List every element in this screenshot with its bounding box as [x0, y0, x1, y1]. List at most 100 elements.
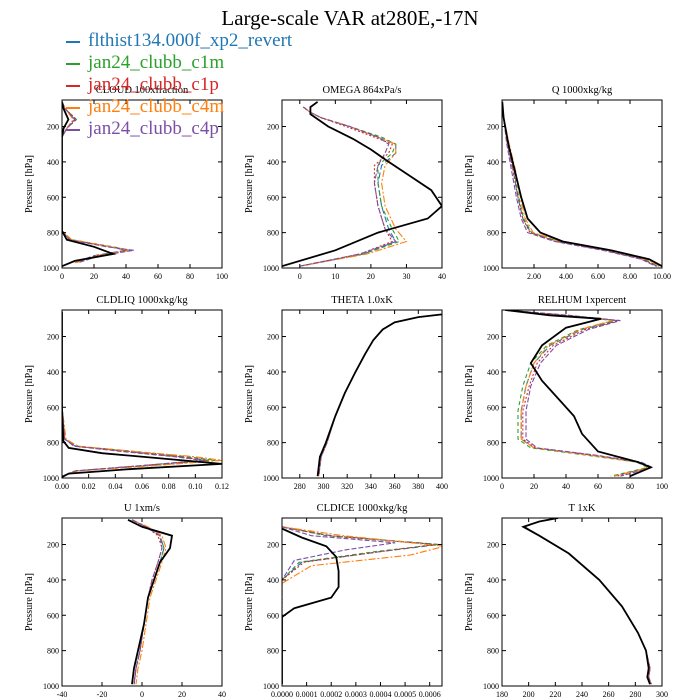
x-tick-label: 260 [603, 690, 615, 699]
series-line [316, 313, 442, 477]
plot-frame [61, 99, 223, 269]
subplot-title: Q 1000xkg/kg [552, 85, 613, 96]
series-line [502, 101, 656, 267]
x-tick-label: 0.04 [108, 482, 122, 491]
x-tick-label: 60 [154, 272, 162, 281]
subplot-title: THETA 1.0xK [331, 295, 393, 306]
y-tick-label: 600 [267, 611, 279, 620]
legend-swatch [66, 128, 80, 131]
series-line [318, 313, 442, 477]
y-tick-label: 200 [267, 123, 279, 132]
x-tick-label: 0 [298, 272, 302, 281]
series-line [318, 313, 442, 477]
y-tick-label: 200 [47, 333, 59, 342]
x-tick-label: 10.00 [653, 272, 671, 281]
legend-swatch [66, 84, 80, 87]
x-tick-label: 340 [365, 482, 377, 491]
y-tick-label: 800 [267, 647, 279, 656]
plot-frame [501, 309, 663, 479]
legend-item: jan24_clubb_c1p [66, 74, 292, 96]
y-tick-label: 800 [47, 439, 59, 448]
x-tick-label: 0.0004 [369, 690, 391, 699]
subplot: THETA 1.0xK Pressure [hPa] 200 400 600 800 100… [244, 295, 448, 491]
x-tick-label: 0.02 [82, 482, 96, 491]
x-tick-label: 30 [402, 272, 410, 281]
y-tick-label: 1000 [483, 264, 499, 273]
legend: flthist134.000f_xp2_revert jan24_clubb_c… [66, 30, 292, 140]
plot-frame [501, 517, 663, 687]
y-tick-label: 800 [267, 229, 279, 238]
x-tick-label: 40 [218, 690, 226, 699]
y-tick-label: 200 [267, 541, 279, 550]
x-tick-label: 4.00 [559, 272, 573, 281]
legend-label: jan24_clubb_c4m [88, 96, 225, 117]
x-tick-label: 0 [500, 482, 504, 491]
y-tick-label: 600 [487, 611, 499, 620]
series-line [62, 101, 128, 264]
y-axis-label: Pressure [hPa] [244, 155, 255, 213]
y-tick-label: 400 [267, 576, 279, 585]
legend-item: jan24_clubb_c4m [66, 96, 292, 118]
series-line [62, 101, 131, 264]
x-tick-label: 0 [60, 272, 64, 281]
x-tick-label: 380 [412, 482, 424, 491]
y-tick-label: 600 [47, 193, 59, 202]
x-tick-label: 20 [178, 690, 186, 699]
subplot-title: RELHUM 1xpercent [538, 295, 626, 306]
x-tick-label: 20 [530, 482, 538, 491]
y-tick-label: 600 [487, 403, 499, 412]
series-line [131, 519, 163, 685]
x-tick-label: 320 [341, 482, 353, 491]
y-tick-label: 1000 [483, 474, 499, 483]
y-tick-label: 400 [487, 368, 499, 377]
series-line [62, 101, 117, 268]
x-tick-label: 0.10 [188, 482, 202, 491]
series-line [523, 518, 652, 685]
y-tick-label: 200 [267, 333, 279, 342]
series-line [62, 101, 130, 264]
x-tick-label: 6.00 [591, 272, 605, 281]
x-tick-label: 40 [562, 482, 570, 491]
y-tick-label: 800 [267, 439, 279, 448]
y-tick-label: 400 [487, 158, 499, 167]
y-tick-label: 800 [47, 647, 59, 656]
y-tick-label: 600 [267, 193, 279, 202]
legend-label: flthist134.000f_xp2_revert [88, 30, 293, 51]
y-axis-label: Pressure [hPa] [244, 573, 255, 631]
series-line [505, 310, 654, 478]
series-line [299, 106, 397, 267]
y-axis-label: Pressure [hPa] [464, 573, 475, 631]
series-line [62, 311, 222, 478]
series-line [502, 101, 662, 267]
series-line [505, 310, 653, 477]
y-tick-label: 1000 [263, 682, 279, 691]
x-tick-label: 40 [122, 272, 130, 281]
series-line [299, 106, 408, 267]
y-tick-label: 1000 [483, 682, 499, 691]
x-tick-label: 200 [523, 690, 535, 699]
y-tick-label: 400 [47, 158, 59, 167]
x-tick-label: 280 [294, 482, 306, 491]
y-tick-label: 1000 [43, 264, 59, 273]
series-line [282, 526, 442, 685]
legend-item: flthist134.000f_xp2_revert [66, 30, 292, 52]
series-line [505, 310, 651, 477]
y-tick-label: 200 [487, 541, 499, 550]
x-tick-label: 0.00 [55, 482, 69, 491]
x-tick-label: -20 [97, 690, 108, 699]
series-line [282, 526, 396, 685]
series-line [523, 518, 652, 685]
x-tick-label: 0.0001 [296, 690, 318, 699]
plot-frame [281, 517, 443, 687]
series-line [502, 101, 658, 267]
subplot-title: T 1xK [569, 503, 596, 514]
subplot-title: CLOUD 100xfraction [96, 85, 189, 96]
x-tick-label: 0.08 [162, 482, 176, 491]
x-tick-label: 20 [367, 272, 375, 281]
subplot: CLDLIQ 1000xkg/kg Pressure [hPa] 200 400 600… [24, 295, 229, 491]
legend-swatch [66, 40, 80, 43]
series-line [502, 101, 658, 267]
